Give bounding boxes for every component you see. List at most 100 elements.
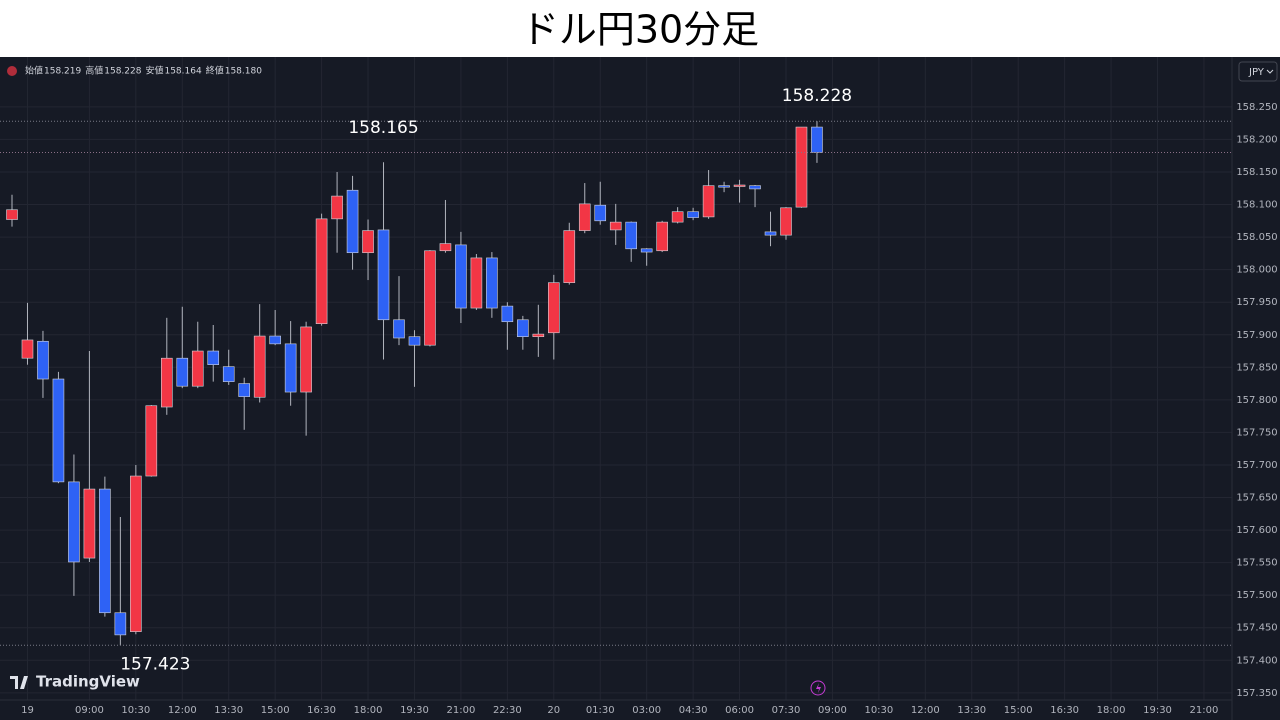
- candle-body: [718, 185, 730, 188]
- high-annotation: 158.165: [348, 118, 418, 138]
- low-annotation: 157.423: [120, 654, 190, 674]
- ohlc-label: 始値: [25, 65, 43, 77]
- x-tick-label: 21:00: [1190, 705, 1219, 716]
- logo: [10, 676, 28, 689]
- ohlc-label: 高値: [85, 65, 103, 77]
- candle-body: [222, 366, 235, 382]
- candle-body: [408, 336, 421, 346]
- x-tick-label: 19:30: [1143, 705, 1172, 716]
- y-tick-label: 157.800: [1236, 395, 1277, 406]
- candle-body: [99, 488, 111, 614]
- x-tick-label: 09:00: [818, 705, 847, 716]
- candle-body: [191, 350, 204, 387]
- x-tick-label: 10:30: [121, 705, 150, 716]
- candle-body: [470, 257, 483, 309]
- dropdown-arrow: [1266, 69, 1274, 74]
- title-band: [0, 0, 1280, 57]
- x-tick-label: 12:00: [911, 705, 940, 716]
- x-tick-label: 20: [547, 705, 560, 716]
- x-tick-label: 15:00: [1004, 705, 1033, 716]
- x-tick-label: 09:00: [75, 705, 104, 716]
- y-tick-label: 158.050: [1236, 232, 1277, 243]
- candle-body: [749, 185, 761, 190]
- currency-select[interactable]: [1238, 61, 1278, 82]
- currency-label: JPY: [1248, 67, 1265, 78]
- x-tick-label: 15:00: [261, 705, 290, 716]
- candle-body: [269, 335, 281, 345]
- candle-body: [439, 243, 452, 252]
- candle-body: [83, 488, 96, 559]
- y-tick-label: 157.750: [1236, 427, 1277, 438]
- ohlc-label: 終値: [206, 65, 224, 77]
- x-tick-label: 01:30: [586, 705, 615, 716]
- symbol-icon[interactable]: [7, 66, 17, 76]
- chart-title: ドル円30分足: [521, 8, 759, 52]
- ohlc-value: 158.164: [164, 67, 201, 77]
- x-tick-label: 18:00: [1097, 705, 1126, 716]
- candle-body: [609, 221, 622, 231]
- x-tick-label: 16:30: [1050, 705, 1079, 716]
- ohlc-value: 158.228: [104, 67, 141, 77]
- x-tick-label: 19: [21, 705, 34, 716]
- chart-background: [0, 57, 1280, 720]
- candle-body: [424, 250, 436, 346]
- candle-body: [145, 405, 158, 477]
- y-tick-label: 157.900: [1236, 330, 1277, 341]
- y-tick-label: 157.600: [1236, 525, 1277, 536]
- ohlc-value: 158.219: [44, 67, 81, 77]
- candle-body: [764, 231, 777, 236]
- brand-name: TradingView: [36, 673, 140, 691]
- x-tick-label: 07:30: [772, 705, 801, 716]
- x-tick-label: 13:30: [214, 705, 243, 716]
- candle-body: [733, 184, 746, 187]
- candle-body: [625, 221, 638, 250]
- y-tick-label: 157.650: [1236, 493, 1277, 504]
- candle-body: [780, 207, 792, 236]
- candle-body: [393, 319, 405, 339]
- y-tick-label: 158.100: [1236, 200, 1277, 211]
- candle-body: [114, 612, 127, 636]
- candle-body: [702, 185, 715, 218]
- y-tick-label: 157.700: [1236, 460, 1277, 471]
- y-tick-label: 158.000: [1236, 265, 1277, 276]
- candle-body: [161, 357, 173, 408]
- candle-body: [501, 305, 514, 323]
- candle-body: [68, 481, 80, 563]
- candle-body: [811, 126, 823, 153]
- candle-body: [377, 229, 390, 321]
- y-tick-label: 157.550: [1236, 558, 1277, 569]
- candle-body: [300, 326, 312, 393]
- candle-body: [640, 248, 653, 253]
- x-tick-label: 04:30: [679, 705, 708, 716]
- candle-body: [563, 230, 576, 283]
- y-tick-label: 158.150: [1236, 167, 1277, 178]
- x-tick-label: 18:00: [354, 705, 383, 716]
- x-tick-label: 13:30: [957, 705, 986, 716]
- event-icon[interactable]: [810, 680, 826, 696]
- x-tick-label: 03:00: [632, 705, 661, 716]
- candle-body: [795, 126, 808, 208]
- y-tick-label: 158.200: [1236, 134, 1277, 145]
- x-tick-label: 12:00: [168, 705, 197, 716]
- candle-body: [455, 244, 467, 309]
- candle-body: [284, 343, 297, 393]
- candle-body: [207, 350, 220, 365]
- high-annotation: 158.228: [782, 86, 852, 106]
- candle-body: [52, 378, 65, 483]
- x-tick-label: 21:00: [447, 705, 476, 716]
- x-tick-label: 19:30: [400, 705, 429, 716]
- candle-body: [656, 221, 668, 252]
- y-tick-label: 157.500: [1236, 590, 1277, 601]
- candle-body: [315, 218, 328, 324]
- y-tick-label: 158.250: [1236, 102, 1277, 113]
- candle-body: [486, 257, 498, 309]
- candle-body: [594, 204, 607, 222]
- ohlc-value: 158.180: [225, 67, 262, 77]
- candle-body: [517, 319, 529, 338]
- candle-body: [532, 333, 545, 338]
- candle-body: [331, 195, 343, 220]
- y-tick-label: 157.450: [1236, 623, 1277, 634]
- candle-body: [238, 383, 250, 397]
